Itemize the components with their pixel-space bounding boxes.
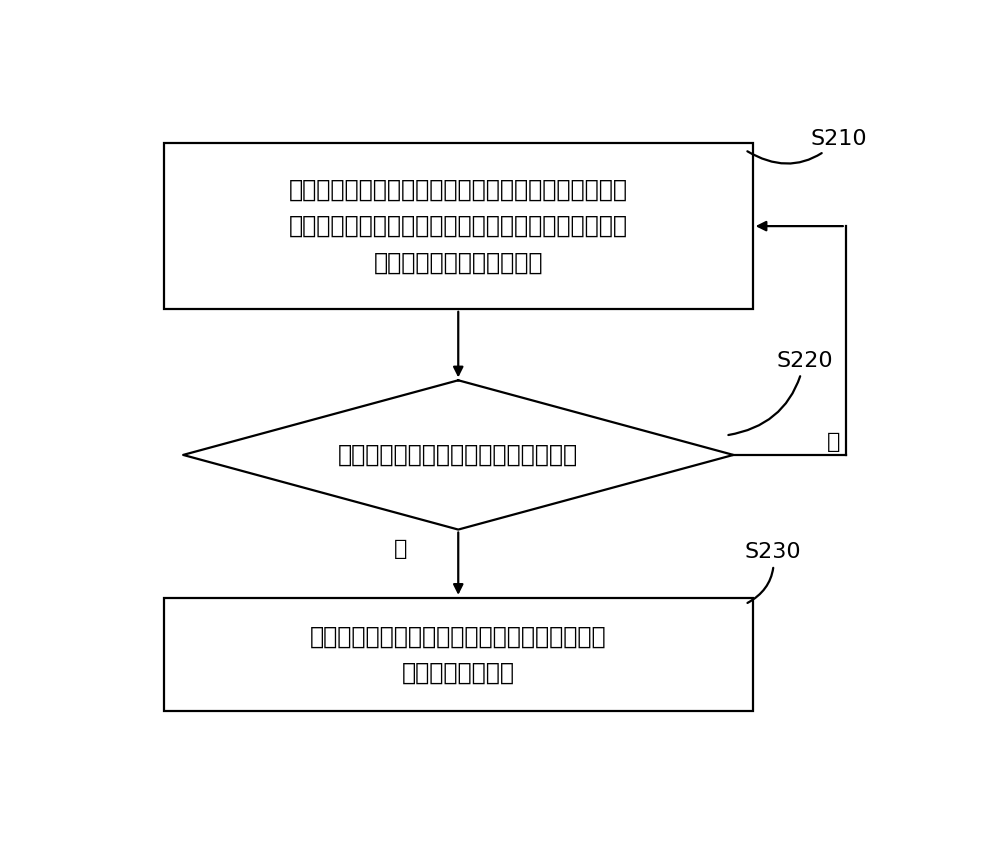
Text: 判断是否与智能终端发生应用数据通信: 判断是否与智能终端发生应用数据通信 — [338, 443, 578, 467]
Text: 否: 否 — [826, 432, 840, 452]
Text: S220: S220 — [728, 351, 833, 435]
Text: S230: S230 — [745, 542, 802, 603]
Bar — [164, 598, 753, 711]
Bar — [164, 143, 753, 309]
Text: 是: 是 — [393, 539, 407, 559]
Text: 在定时器的计时长度超过预设时间，且未与智能终端发
生应用数据通信时，调整连接间隔参数的取值使连接间
隔增大，并禁用所述定时器: 在定时器的计时长度超过预设时间，且未与智能终端发 生应用数据通信时，调整连接间隔… — [289, 178, 628, 275]
Text: 调整所述连接间隔参数的取值使连接间隔减小，
并重新启动定时器: 调整所述连接间隔参数的取值使连接间隔减小， 并重新启动定时器 — [310, 625, 607, 685]
Text: S210: S210 — [747, 129, 868, 164]
